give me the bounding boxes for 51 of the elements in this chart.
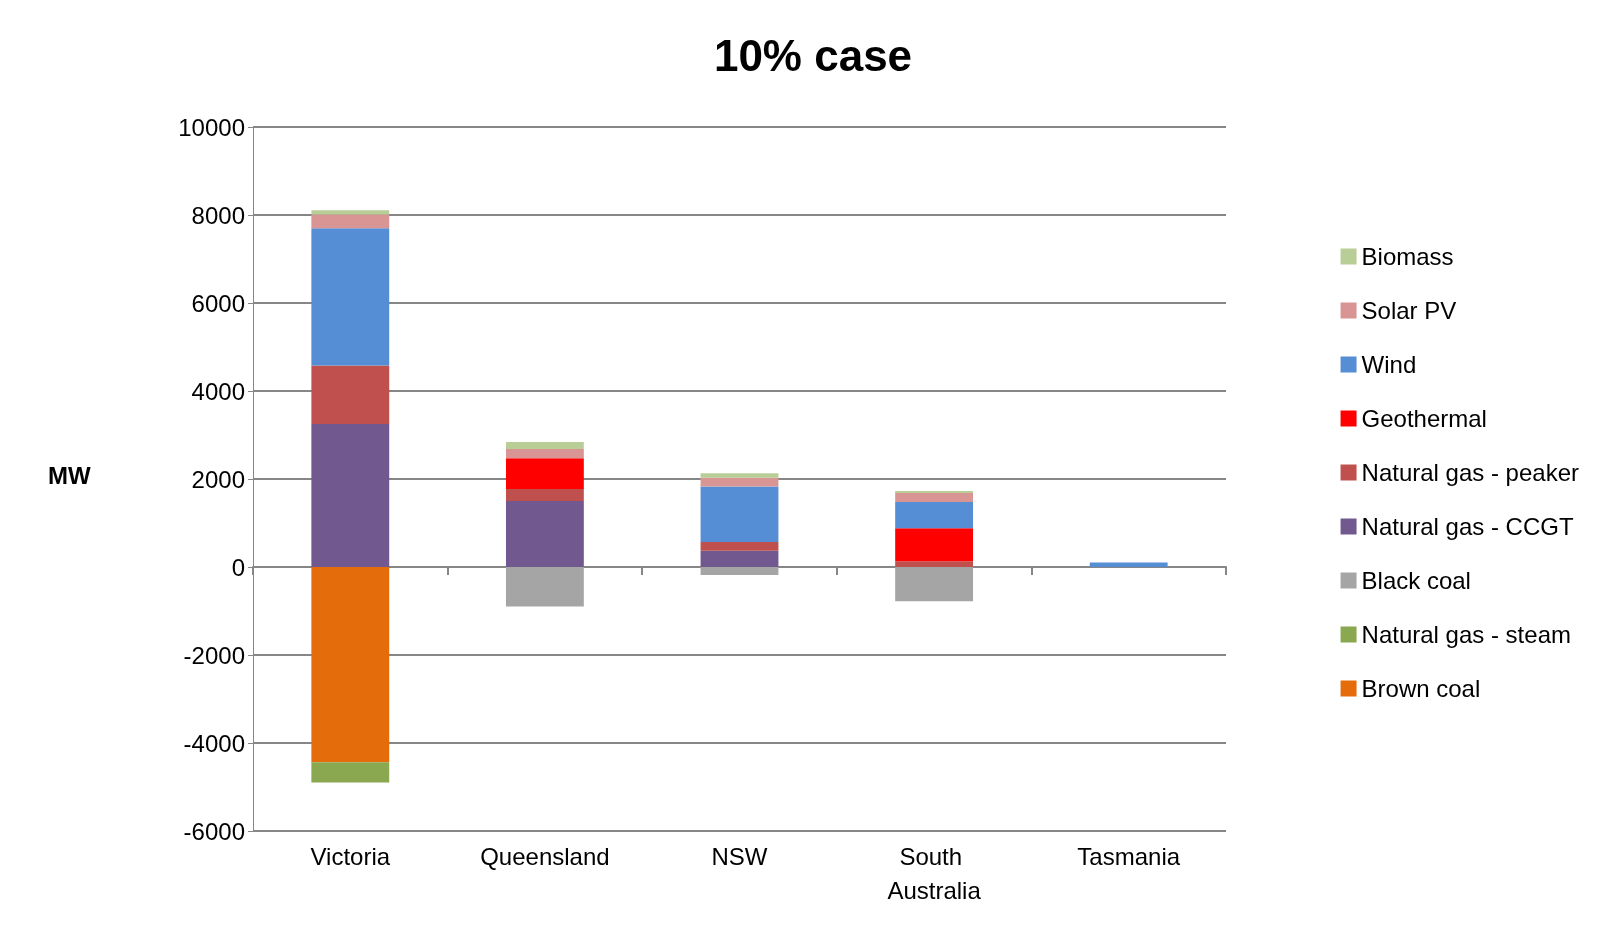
bar — [895, 490, 974, 494]
bar — [505, 458, 584, 490]
bar — [700, 550, 779, 567]
y-axis-title: MW — [48, 461, 91, 489]
bar — [505, 449, 584, 459]
bar — [700, 473, 779, 478]
x-tick-label: Victoria — [310, 842, 391, 870]
bar — [311, 567, 390, 763]
bar — [700, 567, 779, 575]
bar — [311, 214, 390, 229]
chart-title: 10% case — [713, 30, 913, 80]
bar — [311, 762, 390, 783]
bar — [895, 501, 974, 529]
bar — [505, 567, 584, 607]
bar — [311, 424, 390, 567]
bar — [895, 493, 974, 502]
x-tick-label: NSW — [711, 842, 768, 870]
bar — [311, 210, 390, 215]
bar — [505, 501, 584, 567]
legend-label: Wind — [1361, 351, 1417, 378]
bar — [311, 365, 390, 424]
bar — [311, 228, 390, 366]
bar — [700, 541, 779, 551]
y-tick-label: 10000 — [178, 113, 245, 141]
bar — [505, 489, 584, 501]
y-tick-label: 0 — [231, 553, 245, 581]
bar — [895, 561, 974, 567]
y-tick-label: 2000 — [191, 465, 245, 493]
legend-label: Geothermal — [1361, 405, 1487, 432]
x-tick-label: Queensland — [480, 842, 610, 870]
legend-label: Natural gas - CCGT — [1361, 513, 1574, 540]
bar — [700, 477, 779, 487]
y-tick-label: 8000 — [191, 201, 245, 229]
legend-label: Solar PV — [1361, 297, 1457, 324]
y-tick-label: -6000 — [183, 817, 245, 845]
x-tick-label: Tasmania — [1077, 842, 1181, 870]
legend-label: Black coal — [1361, 567, 1471, 594]
bar — [700, 486, 779, 542]
x-tick-label: South Australia — [887, 842, 982, 904]
bar — [505, 442, 584, 450]
bar — [895, 528, 974, 562]
legend-label: Biomass — [1361, 243, 1454, 270]
y-tick-label: 6000 — [191, 289, 245, 317]
legend-label: Brown coal — [1361, 675, 1481, 702]
legend-label: Natural gas - peaker — [1361, 459, 1580, 486]
y-tick-label: -4000 — [183, 729, 245, 757]
legend-label: Natural gas - steam — [1361, 621, 1571, 648]
y-tick-label: 4000 — [191, 377, 245, 405]
bar — [1089, 562, 1168, 567]
bar — [895, 567, 974, 602]
y-tick-label: -2000 — [183, 641, 245, 669]
